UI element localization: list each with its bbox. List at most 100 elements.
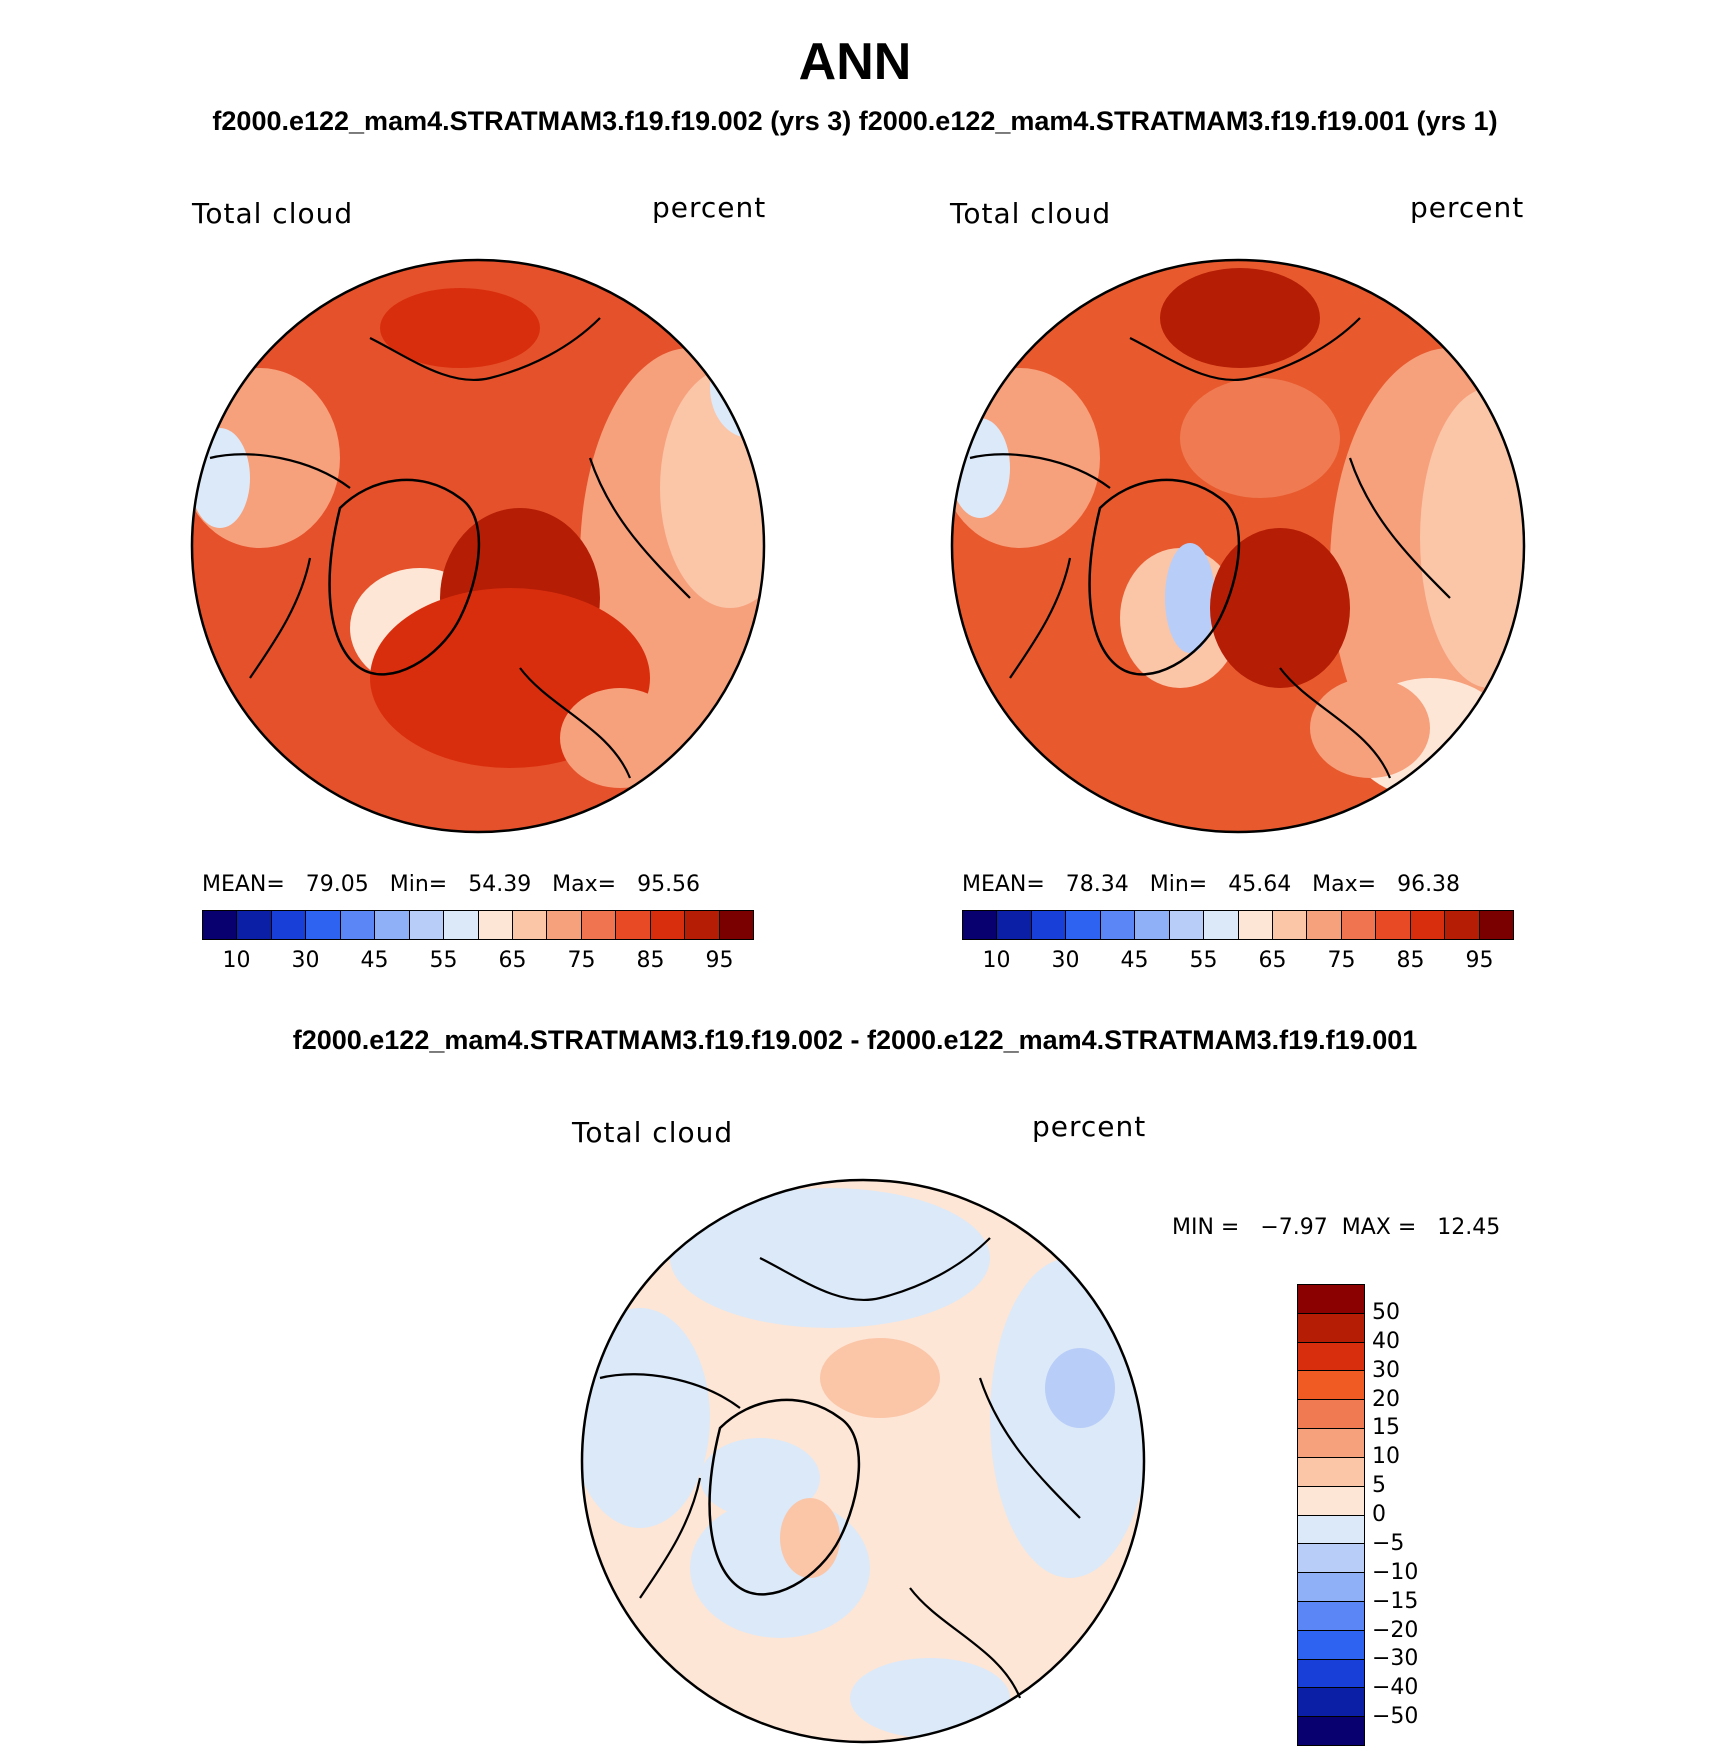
- cloud-region-high-center: [1210, 528, 1350, 688]
- colorbar-swatch: [1298, 1400, 1364, 1430]
- cloud-region-high-north: [1160, 268, 1320, 368]
- left-panel-units: percent: [652, 191, 767, 224]
- colorbar-swatch: [1272, 911, 1308, 939]
- colorbar-tick-label: 10: [222, 948, 251, 973]
- colorbar-swatch: [1298, 1601, 1364, 1631]
- colorbar-tick-label: 30: [1372, 1357, 1400, 1383]
- colorbar-swatch: [547, 911, 582, 939]
- colorbar-tick-label: 75: [1327, 948, 1356, 973]
- right-polar-map: [950, 258, 1526, 834]
- colorbar-swatch: [1298, 1342, 1364, 1372]
- colorbar-swatch: [1376, 911, 1411, 939]
- diff-region-neg-atlantic: [690, 1498, 870, 1638]
- diff-colorbar: [1297, 1284, 1365, 1746]
- coastline-greenland: [708, 1398, 861, 1596]
- colorbar-tick-label: 55: [429, 948, 458, 973]
- colorbar-swatch: [306, 911, 341, 939]
- colorbar-tick-label: 65: [498, 948, 527, 973]
- colorbar-swatch: [1298, 1285, 1364, 1314]
- right-panel-stats: MEAN= 78.34 Min= 45.64 Max= 96.38: [962, 872, 1461, 897]
- colorbar-swatch: [444, 911, 479, 939]
- colorbar-tick-label: 45: [1120, 948, 1149, 973]
- colorbar-swatch: [685, 911, 720, 939]
- left-panel-stats: MEAN= 79.05 Min= 54.39 Max= 95.56: [202, 872, 701, 897]
- colorbar-tick-label: 95: [705, 948, 734, 973]
- coastline-greenland: [1088, 478, 1241, 676]
- colorbar-tick-label: 65: [1258, 948, 1287, 973]
- colorbar-swatch: [719, 911, 753, 939]
- right-panel-units: percent: [1410, 191, 1525, 224]
- right-colorbar-labels: 10 30 45 55 65 75 85 95: [962, 948, 1514, 978]
- colorbar-swatch: [512, 911, 548, 939]
- cloud-region-lower-east: [660, 368, 764, 608]
- colorbar-tick-label: 15: [1372, 1415, 1400, 1441]
- diff-region-neg-west: [582, 1308, 710, 1528]
- colorbar-swatch: [1298, 1429, 1364, 1458]
- colorbar-swatch: [1298, 1515, 1364, 1545]
- colorbar-tick-label: 85: [636, 948, 665, 973]
- colorbar-swatch: [409, 911, 445, 939]
- colorbar-swatch: [1298, 1659, 1364, 1689]
- figure-subtitle: f2000.e122_mam4.STRATMAM3.f19.f19.002 (y…: [0, 106, 1710, 137]
- coastline-greenland: [328, 478, 481, 676]
- colorbar-swatch: [1066, 911, 1101, 939]
- right-panel-variable: Total cloud: [950, 197, 1112, 230]
- map-border: [950, 258, 1526, 834]
- colorbar-tick-label: −40: [1372, 1675, 1419, 1701]
- left-colorbar-labels: 10 30 45 55 65 75 85 95: [202, 948, 754, 978]
- left-colorbar: [202, 910, 754, 940]
- colorbar-swatch: [1479, 911, 1513, 939]
- colorbar-tick-label: 40: [1372, 1328, 1400, 1354]
- colorbar-swatch: [1298, 1457, 1364, 1487]
- left-polar-map: [190, 258, 766, 834]
- colorbar-tick-label: −10: [1372, 1559, 1419, 1585]
- coastline-continents: [969, 317, 1451, 779]
- diff-region-neg-north: [670, 1188, 990, 1328]
- colorbar-swatch: [237, 911, 272, 939]
- diff-panel-units: percent: [1032, 1110, 1147, 1143]
- colorbar-swatch: [1238, 911, 1273, 939]
- colorbar-swatch: [963, 911, 998, 939]
- diff-region-neg-south: [850, 1658, 1010, 1738]
- colorbar-tick-label: −5: [1372, 1530, 1405, 1556]
- map-border: [580, 1178, 1146, 1744]
- colorbar-swatch: [1445, 911, 1480, 939]
- cloud-region-min-west: [952, 418, 1010, 518]
- colorbar-swatch: [1298, 1573, 1364, 1602]
- diff-region-pos-center: [820, 1338, 940, 1418]
- colorbar-swatch: [478, 911, 513, 939]
- colorbar-tick-label: 30: [1051, 948, 1080, 973]
- colorbar-tick-label: 85: [1396, 948, 1425, 973]
- colorbar-tick-label: −15: [1372, 1588, 1419, 1614]
- colorbar-swatch: [375, 911, 410, 939]
- colorbar-tick-label: 30: [291, 948, 320, 973]
- colorbar-tick-label: −50: [1372, 1704, 1419, 1730]
- colorbar-swatch: [1298, 1486, 1364, 1516]
- diff-panel-variable: Total cloud: [572, 1116, 734, 1149]
- cloud-region-high-north: [380, 288, 540, 368]
- colorbar-swatch: [1410, 911, 1446, 939]
- colorbar-swatch: [271, 911, 307, 939]
- colorbar-tick-label: 50: [1372, 1299, 1400, 1325]
- colorbar-swatch: [1298, 1544, 1364, 1574]
- colorbar-swatch: [1307, 911, 1342, 939]
- colorbar-tick-label: −30: [1372, 1646, 1419, 1672]
- coastline-continents: [599, 1237, 1081, 1699]
- colorbar-swatch: [203, 911, 238, 939]
- colorbar-tick-label: 75: [567, 948, 596, 973]
- colorbar-swatch: [1135, 911, 1170, 939]
- diff-region-neg-east-core: [1045, 1348, 1115, 1428]
- colorbar-tick-label: 10: [1372, 1444, 1400, 1470]
- colorbar-swatch: [1298, 1313, 1364, 1343]
- diff-polar-map: [580, 1178, 1146, 1744]
- colorbar-swatch: [1169, 911, 1205, 939]
- colorbar-tick-label: −20: [1372, 1617, 1419, 1643]
- left-panel-variable: Total cloud: [192, 197, 354, 230]
- colorbar-swatch: [1298, 1717, 1364, 1745]
- colorbar-swatch: [1100, 911, 1136, 939]
- colorbar-swatch: [650, 911, 686, 939]
- right-colorbar: [962, 910, 1514, 940]
- cloud-region-mid-pole: [1180, 378, 1340, 498]
- cloud-region-europe: [560, 688, 680, 788]
- figure-title: ANN: [798, 33, 912, 91]
